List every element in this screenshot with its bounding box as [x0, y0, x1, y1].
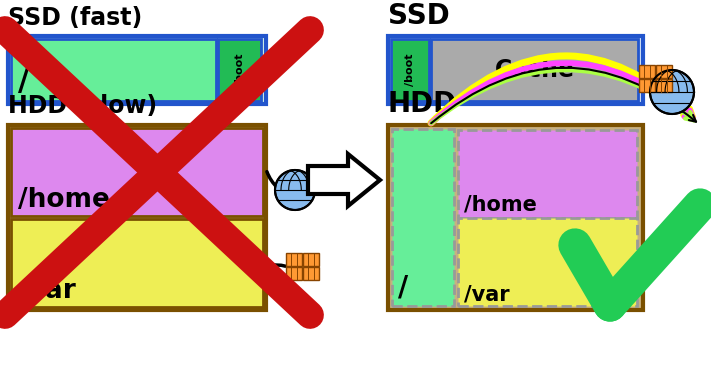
Bar: [388, 125, 643, 310]
Polygon shape: [308, 154, 380, 206]
Bar: [303, 253, 319, 266]
Bar: [391, 39, 429, 101]
Bar: [218, 39, 261, 101]
Bar: [639, 79, 655, 92]
Bar: [656, 65, 672, 78]
Text: /: /: [398, 274, 408, 302]
Bar: [11, 219, 263, 307]
Text: /boot: /boot: [405, 54, 415, 86]
Text: SSD (fast): SSD (fast): [8, 6, 142, 30]
Bar: [11, 39, 216, 101]
Bar: [431, 39, 638, 101]
Text: Cache: Cache: [494, 58, 574, 82]
Text: /home: /home: [18, 187, 110, 213]
Bar: [8, 36, 266, 104]
Text: HDD: HDD: [388, 90, 457, 118]
Circle shape: [275, 170, 315, 210]
Text: /var: /var: [464, 284, 510, 304]
Bar: [11, 128, 263, 216]
Text: /var: /var: [18, 278, 76, 304]
Text: HDD (slow): HDD (slow): [8, 94, 157, 118]
Text: SSD: SSD: [388, 2, 450, 30]
Bar: [639, 65, 655, 78]
Circle shape: [650, 70, 694, 114]
Bar: [303, 267, 319, 280]
Bar: [286, 267, 302, 280]
Bar: [388, 36, 643, 104]
Text: /: /: [18, 67, 29, 96]
Bar: [458, 218, 637, 306]
Text: /boot: /boot: [235, 54, 245, 86]
Bar: [656, 79, 672, 92]
Bar: [8, 125, 266, 310]
Bar: [286, 253, 302, 266]
Bar: [392, 129, 454, 306]
Text: /home: /home: [464, 194, 537, 214]
Bar: [458, 130, 637, 218]
